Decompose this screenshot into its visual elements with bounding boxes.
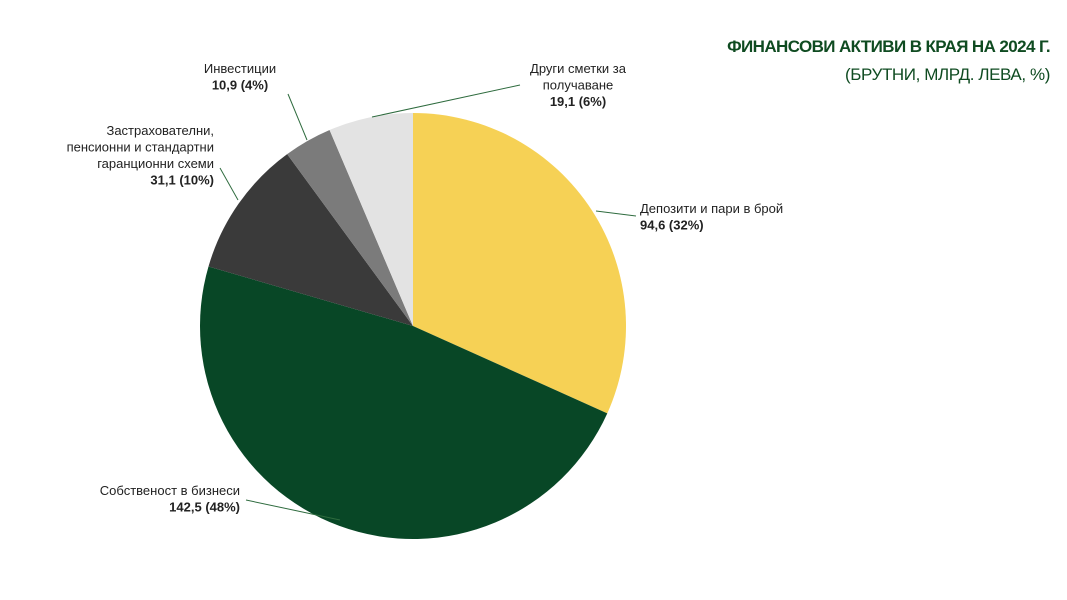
- value-label: 10,9 (4%): [212, 78, 268, 93]
- slice-label: Депозити и пари в брой: [640, 201, 783, 216]
- leader-line: [245, 499, 341, 521]
- slice-label: Други сметки за получаване: [530, 61, 627, 93]
- value-label: 142,5 (48%): [169, 500, 240, 515]
- slice-label: Застрахователни, пенсионни и стандартни га…: [67, 123, 214, 171]
- chart-title: ФИНАНСОВИ АКТИВИ В КРАЯ НА 2024 Г.: [727, 37, 1050, 56]
- pie-slice: [208, 154, 413, 326]
- value-label: 94,6 (32%): [640, 218, 704, 233]
- value-label: 31,1 (10%): [150, 173, 214, 188]
- slice-label: Инвестиции: [204, 61, 276, 76]
- leader-line: [287, 93, 308, 141]
- chart-subtitle: (БРУТНИ, МЛРД. ЛЕВА, %): [845, 65, 1050, 84]
- pie-slice: [287, 130, 413, 326]
- leader-line: [371, 84, 521, 118]
- leader-line: [595, 210, 637, 217]
- pie-slice: [199, 266, 608, 540]
- pie-slice: [329, 113, 413, 326]
- leader-line: [219, 167, 239, 201]
- pie-slice: [413, 113, 626, 414]
- slice-label: Собственост в бизнеси: [100, 483, 240, 498]
- value-label: 19,1 (6%): [550, 94, 606, 109]
